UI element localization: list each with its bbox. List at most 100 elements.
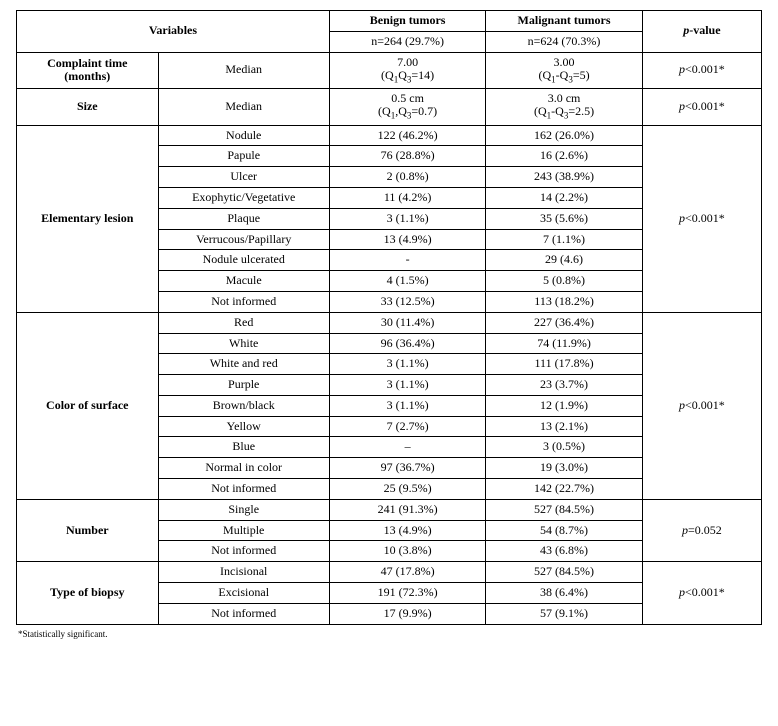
benign-cell: 3 (1.1%): [329, 208, 485, 229]
pvalue-text: <0.001*: [685, 99, 725, 113]
category-cell: Excisional: [158, 583, 329, 604]
category-cell: Exophytic/Vegetative: [158, 187, 329, 208]
benign-cell: 47 (17.8%): [329, 562, 485, 583]
category-cell: Brown/black: [158, 395, 329, 416]
benign-cell: 97 (36.7%): [329, 458, 485, 479]
category-cell: White: [158, 333, 329, 354]
benign-cell: 191 (72.3%): [329, 583, 485, 604]
category-cell: Single: [158, 499, 329, 520]
category-cell: Papule: [158, 146, 329, 167]
pvalue-cell: p<0.001*: [642, 125, 761, 312]
header-row-1: Variables Benign tumors Malignant tumors…: [17, 11, 762, 32]
pvalue-text: <0.001*: [685, 398, 725, 412]
malignant-cell: 14 (2.2%): [486, 187, 642, 208]
benign-cell: 25 (9.5%): [329, 479, 485, 500]
category-cell: Purple: [158, 375, 329, 396]
category-cell: Nodule: [158, 125, 329, 146]
category-cell: Normal in color: [158, 458, 329, 479]
value-line: 7.00: [397, 55, 418, 69]
benign-cell: 3 (1.1%): [329, 395, 485, 416]
benign-cell: –: [329, 437, 485, 458]
page: Variables Benign tumors Malignant tumors…: [0, 0, 778, 645]
label-line: (months): [64, 69, 110, 83]
group-label-complaint-time: Complaint time (months): [17, 52, 159, 88]
benign-cell: 122 (46.2%): [329, 125, 485, 146]
footnote: *Statistically significant.: [16, 629, 762, 639]
table-row: Complaint time (months) Median 7.00 (Q1Q…: [17, 52, 762, 88]
category-cell: Yellow: [158, 416, 329, 437]
header-pvalue: p-value: [642, 11, 761, 53]
category-cell: Not informed: [158, 291, 329, 312]
group-label-size: Size: [17, 89, 159, 125]
category-cell: Macule: [158, 271, 329, 292]
benign-cell: 7.00 (Q1Q3=14): [329, 52, 485, 88]
pvalue-text: =0.052: [688, 523, 722, 537]
benign-cell: 17 (9.9%): [329, 603, 485, 624]
value-line: (Q1Q3=14): [381, 68, 434, 82]
benign-cell: 3 (1.1%): [329, 375, 485, 396]
malignant-cell: 16 (2.6%): [486, 146, 642, 167]
benign-cell: -: [329, 250, 485, 271]
value-line: 3.0 cm: [548, 91, 581, 105]
header-benign: Benign tumors: [329, 11, 485, 32]
category-cell: Plaque: [158, 208, 329, 229]
malignant-cell: 35 (5.6%): [486, 208, 642, 229]
benign-cell: 10 (3.8%): [329, 541, 485, 562]
malignant-cell: 43 (6.8%): [486, 541, 642, 562]
benign-cell: 13 (4.9%): [329, 520, 485, 541]
pvalue-cell: p=0.052: [642, 499, 761, 561]
pvalue-cell: p<0.001*: [642, 52, 761, 88]
category-cell: Nodule ulcerated: [158, 250, 329, 271]
group-label-elementary-lesion: Elementary lesion: [17, 125, 159, 312]
group-label-color-of-surface: Color of surface: [17, 312, 159, 499]
value-line: 0.5 cm: [391, 91, 424, 105]
category-cell: Red: [158, 312, 329, 333]
benign-cell: 96 (36.4%): [329, 333, 485, 354]
category-cell: Multiple: [158, 520, 329, 541]
malignant-cell: 111 (17.8%): [486, 354, 642, 375]
label-line: Complaint time: [47, 56, 127, 70]
malignant-cell: 3.00 (Q1-Q3=5): [486, 52, 642, 88]
benign-cell: 13 (4.9%): [329, 229, 485, 250]
pvalue-text: <0.001*: [685, 62, 725, 76]
benign-cell: 30 (11.4%): [329, 312, 485, 333]
malignant-cell: 13 (2.1%): [486, 416, 642, 437]
value-line: (Q1-Q3=5): [538, 68, 589, 82]
malignant-cell: 527 (84.5%): [486, 499, 642, 520]
header-variables: Variables: [17, 11, 330, 53]
pvalue-cell: p<0.001*: [642, 312, 761, 499]
header-pvalue-suffix: -value: [689, 23, 720, 37]
malignant-cell: 57 (9.1%): [486, 603, 642, 624]
malignant-cell: 142 (22.7%): [486, 479, 642, 500]
table-row: Type of biopsy Incisional 47 (17.8%) 527…: [17, 562, 762, 583]
data-table: Variables Benign tumors Malignant tumors…: [16, 10, 762, 625]
category-cell: Not informed: [158, 479, 329, 500]
benign-cell: 4 (1.5%): [329, 271, 485, 292]
pvalue-text: <0.001*: [685, 211, 725, 225]
value-line: 3.00: [554, 55, 575, 69]
header-malignant: Malignant tumors: [486, 11, 642, 32]
benign-cell: 76 (28.8%): [329, 146, 485, 167]
pvalue-text: <0.001*: [685, 585, 725, 599]
malignant-cell: 54 (8.7%): [486, 520, 642, 541]
malignant-cell: 162 (26.0%): [486, 125, 642, 146]
table-row: Size Median 0.5 cm (Q1,Q3=0.7) 3.0 cm (Q…: [17, 89, 762, 125]
malignant-cell: 23 (3.7%): [486, 375, 642, 396]
table-row: Elementary lesion Nodule 122 (46.2%) 162…: [17, 125, 762, 146]
group-label-type-of-biopsy: Type of biopsy: [17, 562, 159, 624]
value-line: (Q1-Q3=2.5): [534, 104, 594, 118]
benign-cell: 3 (1.1%): [329, 354, 485, 375]
category-cell: Verrucous/Papillary: [158, 229, 329, 250]
category-cell: Median: [158, 52, 329, 88]
category-cell: Ulcer: [158, 167, 329, 188]
benign-cell: 7 (2.7%): [329, 416, 485, 437]
benign-cell: 11 (4.2%): [329, 187, 485, 208]
malignant-cell: 38 (6.4%): [486, 583, 642, 604]
value-line: (Q1,Q3=0.7): [378, 104, 437, 118]
malignant-cell: 3 (0.5%): [486, 437, 642, 458]
category-cell: Not informed: [158, 541, 329, 562]
category-cell: Not informed: [158, 603, 329, 624]
table-row: Color of surface Red 30 (11.4%) 227 (36.…: [17, 312, 762, 333]
benign-cell: 2 (0.8%): [329, 167, 485, 188]
malignant-cell: 74 (11.9%): [486, 333, 642, 354]
